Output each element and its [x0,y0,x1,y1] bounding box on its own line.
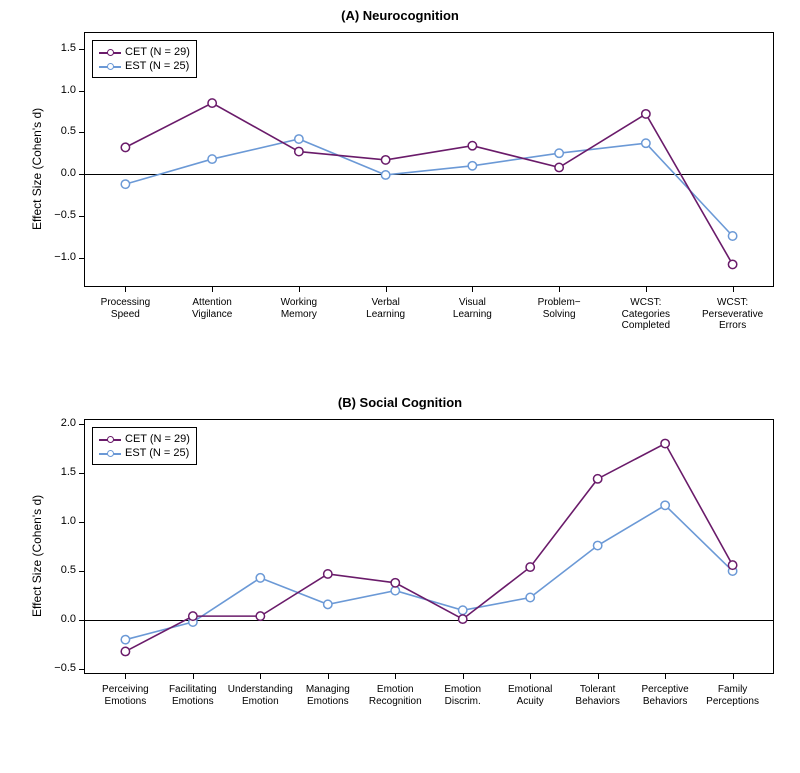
panelA-xtick-label: Problem−Solving [514,297,604,320]
panelB-EST-marker [459,606,467,614]
panelB-EST-marker [256,574,264,582]
legend-marker-icon [107,436,114,443]
panelB-ytick-label: 0.0 [36,613,76,625]
panelA-ytick-label: 0.0 [36,167,76,179]
panelA-CET-marker [555,163,563,171]
panelA-legend-swatch-CET [99,45,121,59]
panelA-xtick-mark [733,287,734,292]
panelA-EST-marker [208,155,216,163]
panelA-xtick-label: VisualLearning [427,297,517,320]
panelB-xtick-mark [530,674,531,679]
panelA-ytick-label: 1.5 [36,42,76,54]
panelB-ytick-label: 0.5 [36,564,76,576]
panelB-CET-marker [459,615,467,623]
panelB-legend-label-CET: CET (N = 29) [125,433,190,445]
panelA-legend-swatch-EST [99,59,121,73]
panelB-xtick-mark [328,674,329,679]
panelA-CET-marker [728,260,736,268]
panelA-CET-marker [121,143,129,151]
panelB-ylabel: Effect Size (Cohen's d) [30,494,44,616]
panelB-CET-marker [728,561,736,569]
panelB-xtick-mark [665,674,666,679]
panelB-xtick-mark [598,674,599,679]
panelB-legend-swatch-CET [99,432,121,446]
panelB-legend-row-EST: EST (N = 25) [99,446,190,460]
panelB-EST-marker [661,501,669,509]
panelB-CET-marker [661,439,669,447]
panelA-ytick-label: −1.0 [36,251,76,263]
panelA-EST-marker [381,171,389,179]
panelB-EST-marker [121,635,129,643]
panelB-CET-marker [324,570,332,578]
legend-marker-icon [107,63,114,70]
panelA-xtick-label: WorkingMemory [254,297,344,320]
panelB-ytick-label: 1.0 [36,515,76,527]
panelB-legend-swatch-EST [99,446,121,460]
panelB-ytick-label: 2.0 [36,417,76,429]
panelB-CET-marker [391,579,399,587]
panelA-xtick-label: VerbalLearning [341,297,431,320]
panelB-CET-marker [189,612,197,620]
panelB-xtick-mark [733,674,734,679]
panelA-CET-marker [295,147,303,155]
panelA-xtick-mark [299,287,300,292]
panelA-EST-marker [468,162,476,170]
panelA-ytick-label: 0.5 [36,125,76,137]
panelB-CET-marker [121,647,129,655]
panelA-ytick-label: −0.5 [36,209,76,221]
legend-marker-icon [107,49,114,56]
panelB-CET-line [125,444,732,652]
panelB-xtick-mark [260,674,261,679]
panelB-title: (B) Social Cognition [0,395,800,410]
panelB-legend-row-CET: CET (N = 29) [99,432,190,446]
panelA-CET-marker [642,110,650,118]
panelB-EST-marker [526,593,534,601]
panelB-ytick-label: 1.5 [36,466,76,478]
panelA-xtick-label: WCST:CategoriesCompleted [601,297,691,332]
panelB-xtick-label: FamilyPerceptions [693,684,772,707]
panelA-legend-row-EST: EST (N = 25) [99,59,190,73]
panelB-ytick-label: −0.5 [36,662,76,674]
panelA-EST-marker [555,149,563,157]
panelA-xtick-mark [125,287,126,292]
panelA-legend-label-CET: CET (N = 29) [125,46,190,58]
panelA-title: (A) Neurocognition [0,8,800,23]
legend-marker-icon [107,450,114,457]
panelB-xtick-mark [463,674,464,679]
panelA-EST-marker [728,232,736,240]
panelB-xtick-mark [193,674,194,679]
panelA-legend: CET (N = 29) EST (N = 25) [92,40,197,78]
panelA-EST-marker [642,139,650,147]
panelA-EST-marker [121,180,129,188]
panelB-EST-marker [593,541,601,549]
panelB-legend: CET (N = 29) EST (N = 25) [92,427,197,465]
panelB-CET-marker [526,563,534,571]
panelB-EST-line [125,505,732,639]
panelA-ytick-label: 1.0 [36,84,76,96]
panelB-legend-label-EST: EST (N = 25) [125,447,189,459]
panelA-xtick-mark [212,287,213,292]
panelB-EST-marker [324,600,332,608]
panelA-legend-row-CET: CET (N = 29) [99,45,190,59]
panelB-CET-marker [256,612,264,620]
panelA-legend-label-EST: EST (N = 25) [125,60,189,72]
panelA-xtick-mark [559,287,560,292]
panelA-CET-line [125,103,732,264]
panelA-CET-marker [381,156,389,164]
panelB-xtick-mark [395,674,396,679]
panelA-xtick-mark [646,287,647,292]
panelA-CET-marker [208,99,216,107]
panelA-xtick-mark [472,287,473,292]
panelA-xtick-label: AttentionVigilance [167,297,257,320]
panelB-CET-marker [593,475,601,483]
panelA-xtick-mark [386,287,387,292]
panelA-CET-marker [468,142,476,150]
panelA-EST-marker [295,135,303,143]
panelB-xtick-mark [125,674,126,679]
panelA-xtick-label: WCST:PerseverativeErrors [688,297,778,332]
panelA-xtick-label: ProcessingSpeed [80,297,170,320]
